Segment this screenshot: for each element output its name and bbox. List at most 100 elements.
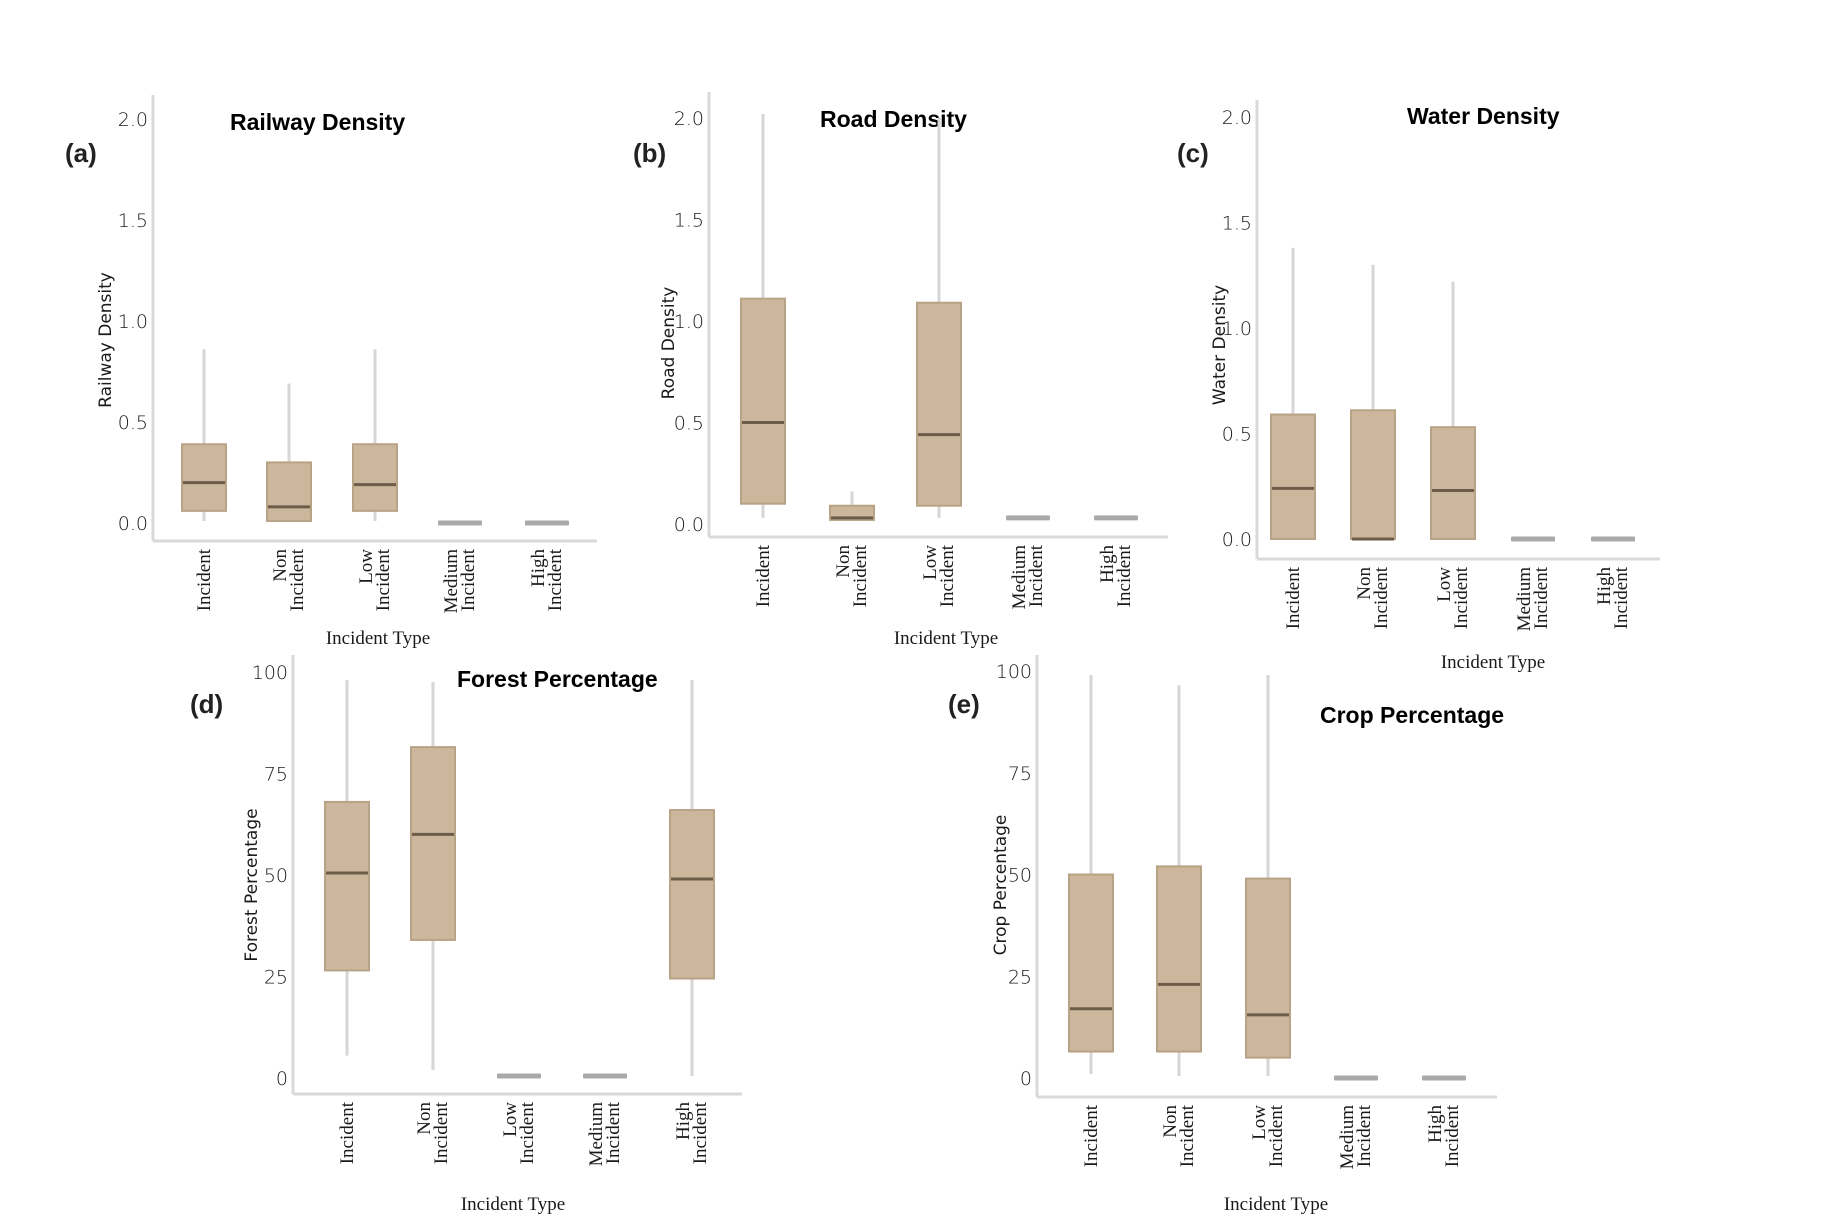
y-tick-label: 100 (996, 661, 1032, 683)
panel-railway-density: (a) Railway Density Railway Density Inci… (65, 95, 597, 649)
x-tick-label: Incident (1266, 1104, 1287, 1167)
x-tick-label: Medium (586, 1102, 607, 1167)
x-tick-label: Incident (1354, 1104, 1375, 1167)
box-iqr (352, 443, 398, 512)
y-axis-label: Forest Percentage (242, 808, 262, 961)
y-tick-label: 25 (1008, 966, 1032, 988)
panel-label: (c) (1177, 138, 1209, 168)
x-tick-label: Incident (1611, 566, 1632, 629)
x-tick-label: Low (1249, 1105, 1270, 1140)
box-iqr (410, 746, 456, 941)
y-axis-label: Railway Density (96, 272, 116, 408)
x-tick-label: Incident (1081, 1104, 1102, 1167)
y-tick-label: 1.5 (1222, 213, 1252, 235)
y-axis-label: Crop Percentage (991, 815, 1011, 956)
x-tick-label: Incident (458, 548, 479, 611)
x-tick-label: Medium (441, 549, 462, 614)
box-iqr (829, 504, 875, 521)
box-flat (1006, 515, 1050, 521)
x-tick-label: Non (414, 1102, 435, 1135)
y-tick-label: 50 (1008, 865, 1032, 887)
box-flat (525, 520, 569, 526)
x-tick-label: Incident (1177, 1104, 1198, 1167)
x-axis-title: Incident Type (461, 1194, 565, 1215)
chart-title: Railway Density (230, 109, 405, 135)
x-tick-label: Incident (690, 1101, 711, 1164)
y-tick-label: 2.0 (674, 108, 704, 130)
x-axis-title: Incident Type (1224, 1194, 1328, 1215)
y-tick-label: 0.5 (1222, 424, 1252, 446)
chart-title: Road Density (820, 106, 967, 132)
box-flat (1591, 536, 1635, 542)
x-tick-label: Non (270, 549, 291, 582)
x-tick-label: Low (920, 545, 941, 580)
x-tick-label: Medium (1009, 545, 1030, 610)
x-tick-label: High (528, 549, 549, 588)
y-tick-label: 0.0 (118, 513, 148, 535)
x-tick-label: Incident (1283, 566, 1304, 629)
x-tick-label: Incident (603, 1101, 624, 1164)
box-iqr (266, 461, 312, 522)
chart-title: Forest Percentage (457, 666, 658, 692)
box-flat (438, 520, 482, 526)
x-tick-label: Low (500, 1102, 521, 1137)
y-tick-label: 75 (1008, 763, 1032, 785)
box-iqr (1245, 877, 1291, 1059)
x-tick-label: Incident (753, 544, 774, 607)
x-tick-label: Incident (287, 548, 308, 611)
y-tick-label: 0.0 (1222, 529, 1252, 551)
box-iqr (916, 301, 962, 507)
box-iqr (740, 297, 786, 505)
y-tick-label: 0.0 (674, 514, 704, 536)
y-tick-label: 2.0 (118, 109, 148, 131)
x-tick-label: Medium (1514, 567, 1535, 632)
x-tick-label: Incident (1442, 1104, 1463, 1167)
x-axis-title: Incident Type (326, 628, 430, 649)
box-flat (1334, 1075, 1378, 1081)
box-flat (1422, 1075, 1466, 1081)
panel-label: (b) (633, 138, 666, 168)
panel-water-density: (c) Water Density Water Density Incident… (1177, 100, 1660, 673)
y-tick-label: 100 (252, 662, 288, 684)
box-flat (1094, 515, 1138, 521)
box-flat (497, 1073, 541, 1079)
y-tick-label: 1.0 (1222, 318, 1252, 340)
panel-crop-percentage: (e) Crop Percentage Crop Percentage Inci… (948, 655, 1504, 1215)
x-tick-label: Incident (545, 548, 566, 611)
panel-road-density: (b) Road Density Road Density Incident T… (633, 92, 1168, 649)
y-tick-label: 2.0 (1222, 107, 1252, 129)
y-tick-label: 0.5 (118, 412, 148, 434)
box-iqr (181, 443, 227, 512)
box-flat (1511, 536, 1555, 542)
x-tick-label: Non (1354, 567, 1375, 600)
x-tick-label: Non (1160, 1105, 1181, 1138)
box-iqr (1350, 409, 1396, 541)
box-iqr (669, 809, 715, 980)
x-tick-label: Non (833, 545, 854, 578)
y-tick-label: 0 (1020, 1068, 1032, 1090)
x-tick-label: Incident (850, 544, 871, 607)
chart-title: Water Density (1407, 103, 1560, 129)
x-tick-label: Incident (1114, 544, 1135, 607)
x-tick-label: High (1594, 567, 1615, 606)
x-tick-label: Low (356, 549, 377, 584)
x-tick-label: Medium (1337, 1105, 1358, 1170)
x-tick-label: High (1425, 1105, 1446, 1144)
x-tick-label: Incident (1026, 544, 1047, 607)
y-tick-label: 1.0 (674, 311, 704, 333)
y-tick-label: 1.0 (118, 311, 148, 333)
x-tick-label: Incident (1451, 566, 1472, 629)
x-tick-label: Incident (517, 1101, 538, 1164)
x-tick-label: Incident (1531, 566, 1552, 629)
x-tick-label: Incident (1371, 566, 1392, 629)
y-tick-label: 25 (264, 967, 288, 989)
y-tick-label: 1.5 (118, 210, 148, 232)
box-iqr (324, 800, 370, 972)
y-tick-label: 75 (264, 764, 288, 786)
box-iqr (1270, 413, 1316, 541)
box-iqr (1156, 865, 1202, 1053)
x-tick-label: Incident (337, 1101, 358, 1164)
y-axis-label: Road Density (659, 287, 679, 400)
x-tick-label: Incident (194, 548, 215, 611)
